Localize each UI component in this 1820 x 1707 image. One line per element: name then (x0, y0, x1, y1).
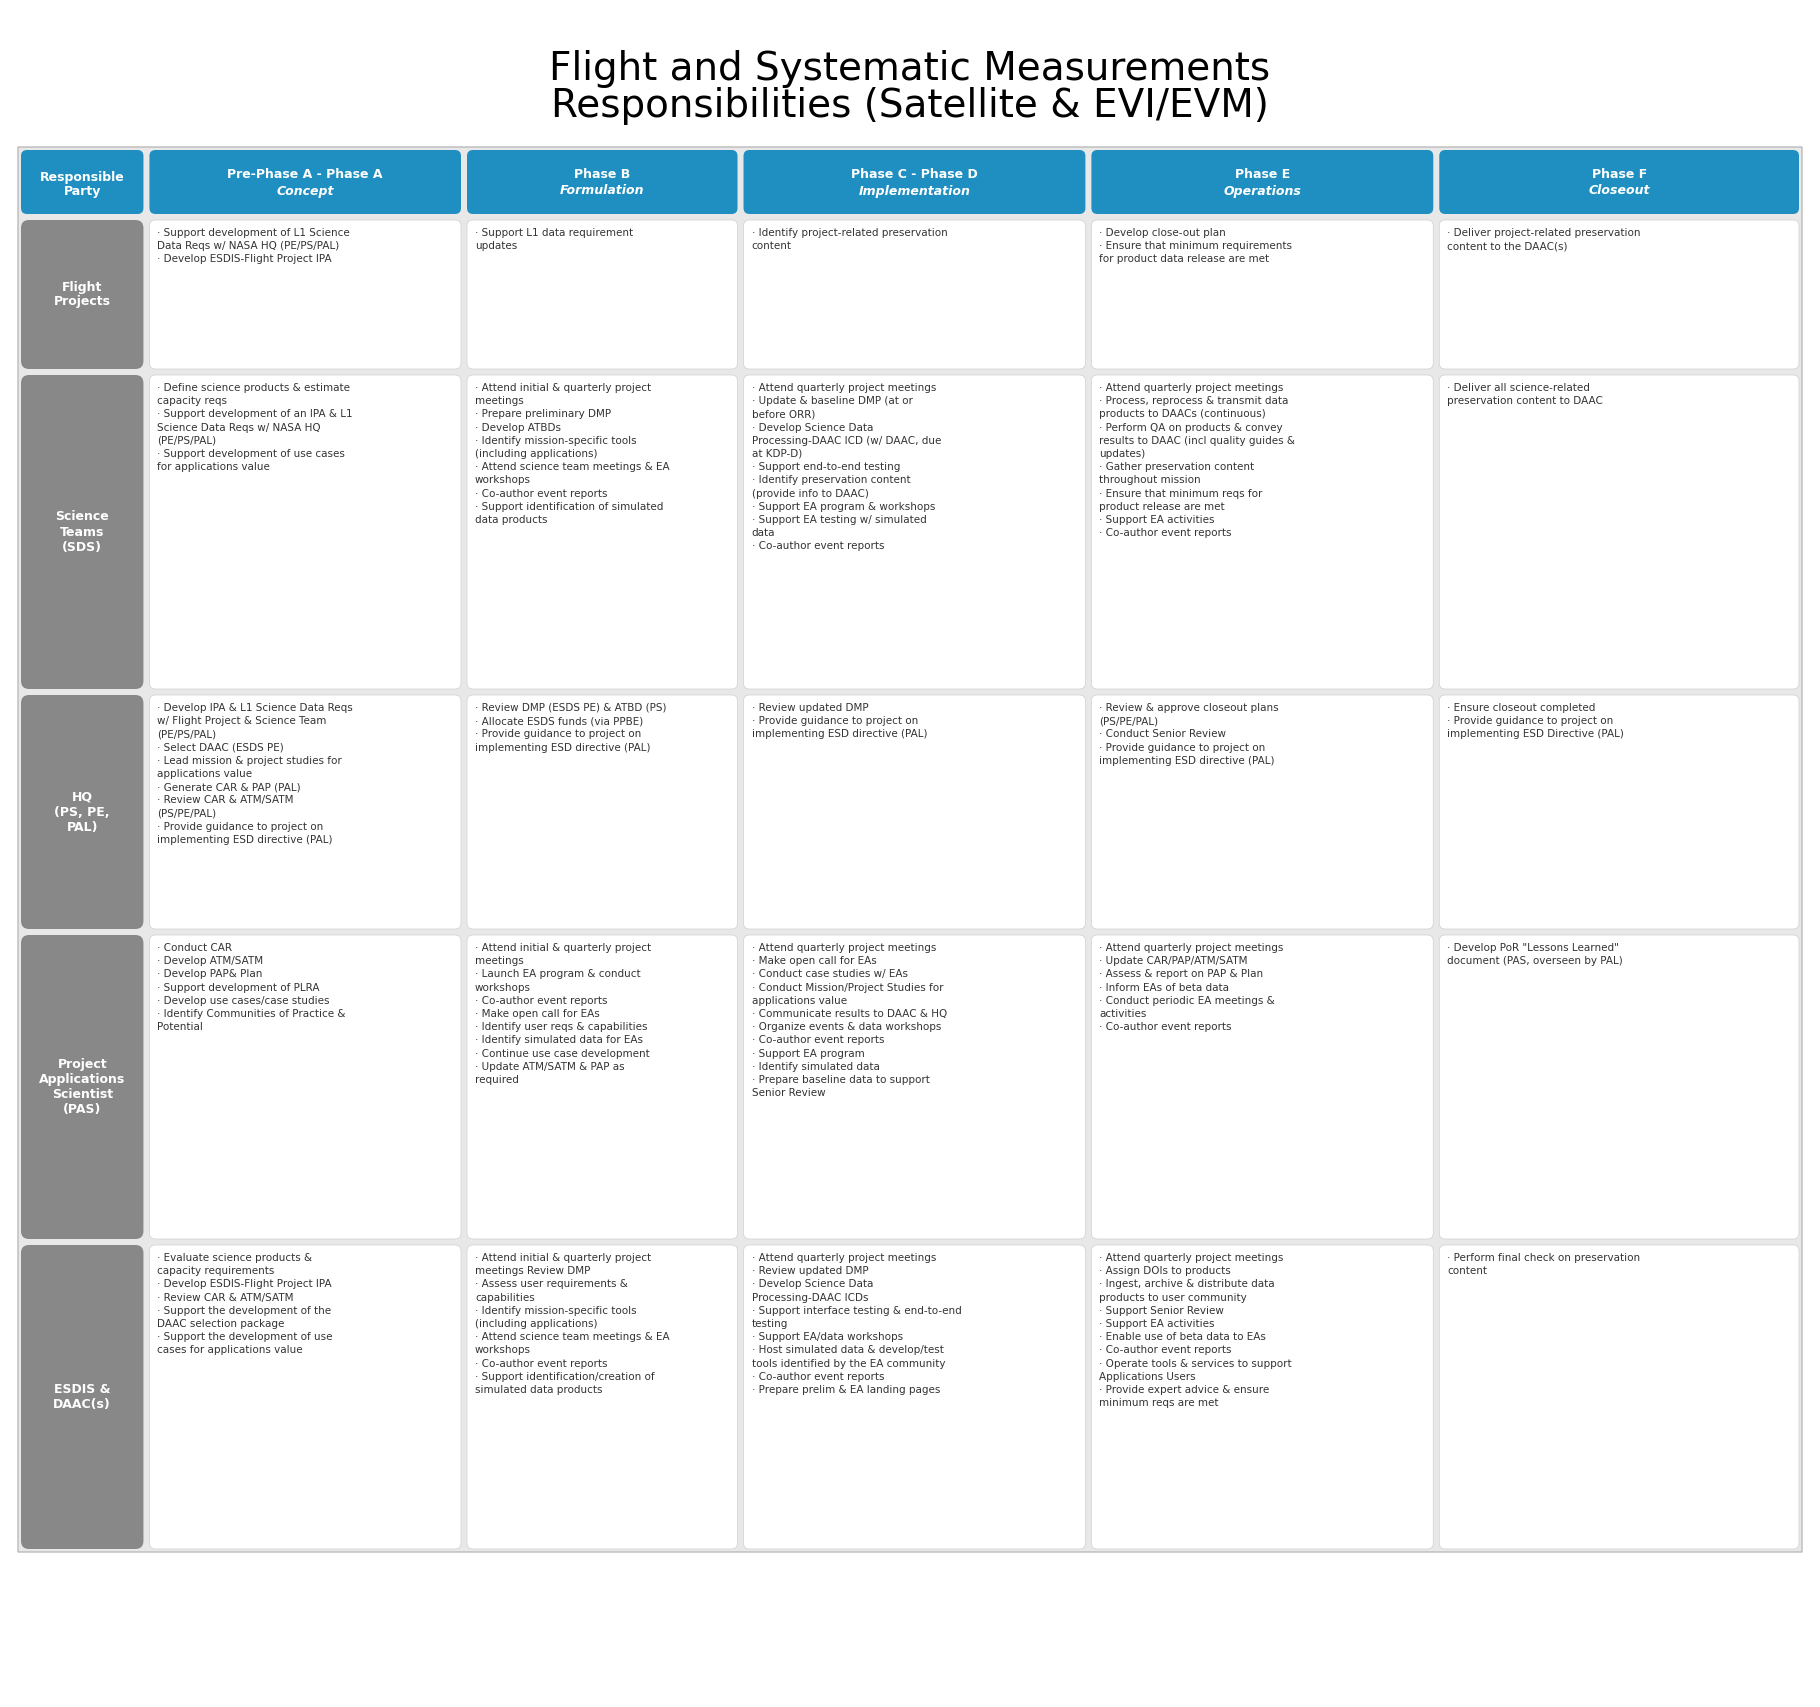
Text: Phase E: Phase E (1234, 169, 1290, 181)
FancyBboxPatch shape (22, 1244, 144, 1548)
Text: · Attend quarterly project meetings
· Make open call for EAs
· Conduct case stud: · Attend quarterly project meetings · Ma… (752, 942, 946, 1098)
FancyBboxPatch shape (18, 147, 1802, 1552)
Text: · Attend quarterly project meetings
· Assign DOIs to products
· Ingest, archive : · Attend quarterly project meetings · As… (1099, 1253, 1292, 1408)
FancyBboxPatch shape (1092, 935, 1434, 1239)
Text: · Attend initial & quarterly project
meetings
· Launch EA program & conduct
work: · Attend initial & quarterly project mee… (475, 942, 652, 1086)
FancyBboxPatch shape (468, 1244, 737, 1548)
FancyBboxPatch shape (149, 1244, 460, 1548)
FancyBboxPatch shape (22, 376, 144, 690)
Text: Pre-Phase A - Phase A: Pre-Phase A - Phase A (228, 169, 382, 181)
Text: Flight and Systematic Measurements: Flight and Systematic Measurements (550, 50, 1270, 89)
FancyBboxPatch shape (149, 376, 460, 690)
Text: · Evaluate science products &
capacity requirements
· Develop ESDIS-Flight Proje: · Evaluate science products & capacity r… (158, 1253, 333, 1355)
Text: Science
Teams
(SDS): Science Teams (SDS) (55, 510, 109, 553)
Text: · Conduct CAR
· Develop ATM/SATM
· Develop PAP& Plan
· Support development of PL: · Conduct CAR · Develop ATM/SATM · Devel… (158, 942, 346, 1033)
FancyBboxPatch shape (1092, 376, 1434, 690)
Text: · Define science products & estimate
capacity reqs
· Support development of an I: · Define science products & estimate cap… (158, 382, 353, 473)
Text: Concept: Concept (277, 184, 335, 198)
FancyBboxPatch shape (1440, 935, 1798, 1239)
Text: · Review & approve closeout plans
(PS/PE/PAL)
· Conduct Senior Review
· Provide : · Review & approve closeout plans (PS/PE… (1099, 703, 1279, 766)
Text: Responsible: Responsible (40, 171, 124, 184)
FancyBboxPatch shape (1440, 220, 1798, 369)
Text: Implementation: Implementation (859, 184, 970, 198)
FancyBboxPatch shape (468, 220, 737, 369)
Text: · Support development of L1 Science
Data Reqs w/ NASA HQ (PE/PS/PAL)
· Develop E: · Support development of L1 Science Data… (158, 229, 349, 265)
Text: Project
Applications
Scientist
(PAS): Project Applications Scientist (PAS) (38, 1058, 126, 1116)
FancyBboxPatch shape (1092, 150, 1434, 213)
FancyBboxPatch shape (468, 376, 737, 690)
FancyBboxPatch shape (1092, 695, 1434, 929)
Text: Phase F: Phase F (1591, 169, 1647, 181)
FancyBboxPatch shape (744, 935, 1085, 1239)
FancyBboxPatch shape (744, 220, 1085, 369)
FancyBboxPatch shape (744, 695, 1085, 929)
Text: · Attend quarterly project meetings
· Process, reprocess & transmit data
product: · Attend quarterly project meetings · Pr… (1099, 382, 1296, 538)
Text: · Develop PoR "Lessons Learned"
document (PAS, overseen by PAL): · Develop PoR "Lessons Learned" document… (1447, 942, 1623, 966)
Text: · Identify project-related preservation
content: · Identify project-related preservation … (752, 229, 946, 251)
FancyBboxPatch shape (22, 695, 144, 929)
FancyBboxPatch shape (149, 695, 460, 929)
FancyBboxPatch shape (1092, 1244, 1434, 1548)
FancyBboxPatch shape (744, 376, 1085, 690)
Text: Phase B: Phase B (573, 169, 630, 181)
FancyBboxPatch shape (744, 1244, 1085, 1548)
FancyBboxPatch shape (468, 150, 737, 213)
FancyBboxPatch shape (1440, 376, 1798, 690)
Text: · Attend quarterly project meetings
· Review updated DMP
· Develop Science Data
: · Attend quarterly project meetings · Re… (752, 1253, 961, 1395)
Text: Party: Party (64, 186, 100, 198)
FancyBboxPatch shape (468, 935, 737, 1239)
Text: · Review updated DMP
· Provide guidance to project on
implementing ESD directive: · Review updated DMP · Provide guidance … (752, 703, 926, 739)
FancyBboxPatch shape (22, 935, 144, 1239)
FancyBboxPatch shape (149, 150, 460, 213)
Text: · Support L1 data requirement
updates: · Support L1 data requirement updates (475, 229, 633, 251)
Text: HQ
(PS, PE,
PAL): HQ (PS, PE, PAL) (55, 790, 109, 833)
Text: · Develop IPA & L1 Science Data Reqs
w/ Flight Project & Science Team
(PE/PS/PAL: · Develop IPA & L1 Science Data Reqs w/ … (158, 703, 353, 845)
Text: · Attend initial & quarterly project
meetings Review DMP
· Assess user requireme: · Attend initial & quarterly project mee… (475, 1253, 670, 1395)
FancyBboxPatch shape (149, 935, 460, 1239)
Text: · Review DMP (ESDS PE) & ATBD (PS)
· Allocate ESDS funds (via PPBE)
· Provide gu: · Review DMP (ESDS PE) & ATBD (PS) · All… (475, 703, 666, 753)
FancyBboxPatch shape (22, 150, 144, 213)
Text: · Perform final check on preservation
content: · Perform final check on preservation co… (1447, 1253, 1640, 1277)
FancyBboxPatch shape (468, 695, 737, 929)
Text: · Deliver project-related preservation
content to the DAAC(s): · Deliver project-related preservation c… (1447, 229, 1642, 251)
Text: Formulation: Formulation (561, 184, 644, 198)
Text: Flight
Projects: Flight Projects (55, 280, 111, 309)
FancyBboxPatch shape (149, 220, 460, 369)
FancyBboxPatch shape (1440, 1244, 1798, 1548)
Text: Phase C - Phase D: Phase C - Phase D (852, 169, 977, 181)
FancyBboxPatch shape (1092, 220, 1434, 369)
FancyBboxPatch shape (22, 220, 144, 369)
Text: · Develop close-out plan
· Ensure that minimum requirements
for product data rel: · Develop close-out plan · Ensure that m… (1099, 229, 1292, 265)
Text: · Attend initial & quarterly project
meetings
· Prepare preliminary DMP
· Develo: · Attend initial & quarterly project mee… (475, 382, 670, 526)
Text: Responsibilities (Satellite & EVI/EVM): Responsibilities (Satellite & EVI/EVM) (551, 87, 1269, 125)
Text: Closeout: Closeout (1589, 184, 1651, 198)
Text: · Deliver all science-related
preservation content to DAAC: · Deliver all science-related preservati… (1447, 382, 1603, 406)
Text: · Attend quarterly project meetings
· Update CAR/PAP/ATM/SATM
· Assess & report : · Attend quarterly project meetings · Up… (1099, 942, 1283, 1033)
FancyBboxPatch shape (1440, 695, 1798, 929)
Text: ESDIS &
DAAC(s): ESDIS & DAAC(s) (53, 1383, 111, 1412)
FancyBboxPatch shape (744, 150, 1085, 213)
Text: · Attend quarterly project meetings
· Update & baseline DMP (at or
before ORR)
·: · Attend quarterly project meetings · Up… (752, 382, 941, 551)
Text: · Ensure closeout completed
· Provide guidance to project on
implementing ESD Di: · Ensure closeout completed · Provide gu… (1447, 703, 1623, 739)
FancyBboxPatch shape (1440, 150, 1798, 213)
Text: Operations: Operations (1223, 184, 1301, 198)
